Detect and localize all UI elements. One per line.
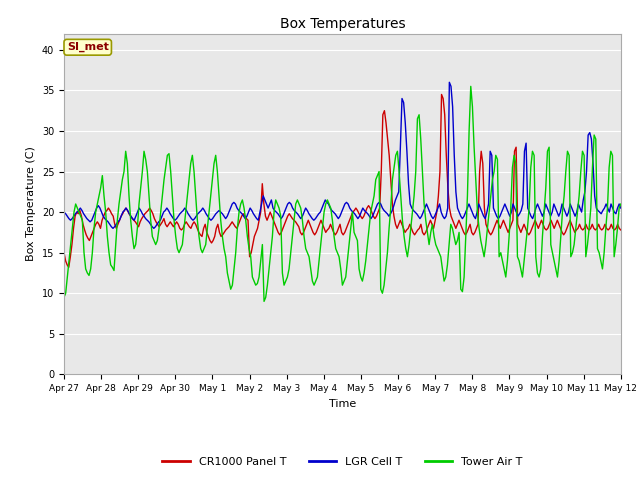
X-axis label: Time: Time — [329, 399, 356, 408]
Title: Box Temperatures: Box Temperatures — [280, 17, 405, 31]
Legend: CR1000 Panel T, LGR Cell T, Tower Air T: CR1000 Panel T, LGR Cell T, Tower Air T — [157, 452, 527, 471]
Text: SI_met: SI_met — [67, 42, 109, 52]
Y-axis label: Box Temperature (C): Box Temperature (C) — [26, 146, 36, 262]
